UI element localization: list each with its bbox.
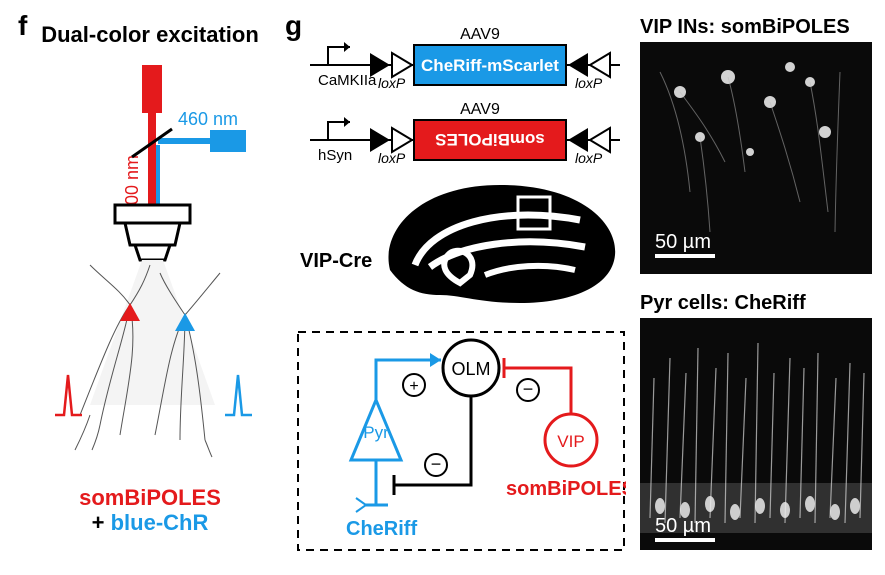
svg-text:loxP: loxP xyxy=(575,75,603,90)
svg-text:OLM: OLM xyxy=(451,359,490,379)
svg-text:hSyn: hSyn xyxy=(318,147,352,164)
dual-color-svg: 600 nm 460 nm xyxy=(20,55,280,485)
svg-text:somBiPOLES: somBiPOLES xyxy=(435,130,545,149)
micro1-title: VIP INs: somBiPOLES xyxy=(640,16,850,39)
svg-text:−: − xyxy=(523,379,534,399)
svg-text:CaMKIIa: CaMKIIa xyxy=(318,72,377,89)
construct-cheriff: AAV9 CheRiff-mScarlet CaMKIIa loxP loxP xyxy=(310,25,620,90)
svg-text:CheRiff: CheRiff xyxy=(346,518,417,540)
construct-sombi-svg: AAV9 somBiPOLES hSyn loxP loxP xyxy=(310,100,620,165)
svg-text:VIP: VIP xyxy=(557,432,584,451)
construct-cheriff-svg: AAV9 CheRiff-mScarlet CaMKIIa loxP loxP xyxy=(310,25,620,90)
hippocampus-svg xyxy=(370,175,620,315)
svg-text:loxP: loxP xyxy=(378,150,406,165)
svg-text:AAV9: AAV9 xyxy=(460,26,500,43)
micro2-title: Pyr cells: CheRiff xyxy=(640,292,806,315)
svg-text:loxP: loxP xyxy=(575,150,603,165)
svg-text:loxP: loxP xyxy=(378,75,406,90)
panel-f-title: Dual-color excitation xyxy=(40,22,260,48)
micrograph-pyr: 50 µm xyxy=(640,318,872,550)
svg-text:AAV9: AAV9 xyxy=(460,101,500,118)
construct-sombi: AAV9 somBiPOLES hSyn loxP loxP xyxy=(310,100,620,165)
micrograph-pyr-svg: 50 µm xyxy=(640,318,872,550)
circuit-diagram: OLM Pyr + VIP − − CheRiff somBiPOLES xyxy=(296,330,626,555)
micrograph-vip-svg: 50 µm xyxy=(640,42,872,274)
panel-f-label: f xyxy=(18,10,27,42)
hippocampus-diagram xyxy=(370,175,620,315)
svg-text:−: − xyxy=(431,454,442,474)
svg-text:Pyr: Pyr xyxy=(363,423,389,442)
circuit-svg: OLM Pyr + VIP − − CheRiff somBiPOLES xyxy=(296,330,626,555)
panel-f-sombi: somBiPOLES xyxy=(40,485,260,511)
svg-text:50 µm: 50 µm xyxy=(655,231,711,253)
panel-f-bluechr-row: + blue-ChR xyxy=(40,510,260,536)
svg-text:460 nm: 460 nm xyxy=(178,109,238,129)
panel-f-schematic: 600 nm 460 nm xyxy=(20,55,280,485)
svg-text:CheRiff-mScarlet: CheRiff-mScarlet xyxy=(421,56,559,75)
blue-chr-text: blue-ChR xyxy=(111,510,209,535)
panel-g-label: g xyxy=(285,10,302,42)
svg-text:somBiPOLES: somBiPOLES xyxy=(506,478,626,500)
vip-cre-label: VIP-Cre xyxy=(300,250,372,273)
micrograph-vip: 50 µm xyxy=(640,42,872,274)
svg-text:+: + xyxy=(409,378,418,395)
svg-text:50 µm: 50 µm xyxy=(655,515,711,537)
